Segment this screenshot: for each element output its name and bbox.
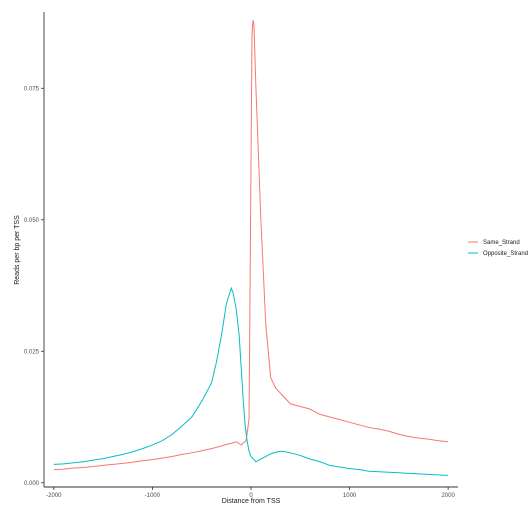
legend-label-opposite-strand: Opposite_Strand [483, 251, 528, 257]
x-tick-label: 1000 [343, 493, 357, 499]
x-axis-title: Distance from TSS [222, 498, 281, 505]
plot-area [53, 19, 449, 476]
x-tick-label: -1000 [145, 493, 161, 499]
x-tick-label: 0 [249, 493, 253, 499]
legend: Same_Strand Opposite_Strand [468, 240, 528, 257]
y-tick-label: 0.000 [24, 481, 40, 487]
y-tick-label: 0.050 [24, 218, 40, 224]
legend-label-same-strand: Same_Strand [483, 240, 520, 246]
y-axis-title: Reads per bp per TSS [14, 215, 21, 285]
series-line-same-strand [53, 19, 449, 471]
series-line-opposite-strand [53, 286, 449, 476]
y-tick-label: 0.075 [24, 86, 40, 92]
axes: -2000 -1000 0 1000 2000 0.000 0.025 0.050 0.075… [14, 12, 458, 505]
y-tick-label: 0.025 [24, 349, 40, 355]
x-axis-ticks: -2000 -1000 0 1000 2000 [46, 487, 455, 499]
x-tick-label: 2000 [441, 493, 455, 499]
y-axis-ticks: 0.000 0.025 0.050 0.075 [24, 86, 44, 487]
x-tick-label: -2000 [46, 493, 62, 499]
